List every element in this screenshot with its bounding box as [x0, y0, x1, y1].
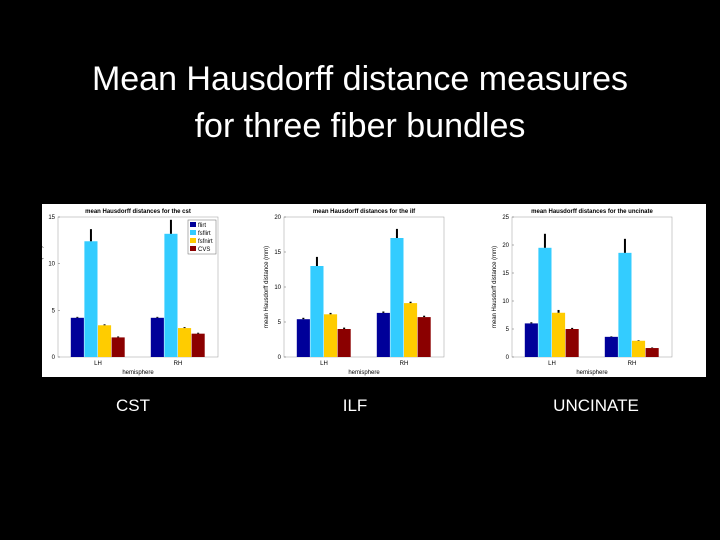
- x-axis-label: hemisphere: [122, 370, 154, 376]
- bar: [565, 329, 579, 357]
- bar: [645, 348, 659, 357]
- y-tick-label: 15: [502, 271, 509, 277]
- bar: [618, 252, 632, 357]
- x-tick-label: LH: [320, 361, 328, 367]
- y-tick-label: 20: [274, 215, 281, 221]
- bar: [296, 319, 310, 357]
- y-axis-label: mean Hausdorff distance (mm): [38, 246, 44, 328]
- slide-title: Mean Hausdorff distance measures: [92, 60, 628, 98]
- y-axis-label: mean Hausdorff distance (mm): [492, 246, 498, 328]
- bar: [164, 233, 178, 357]
- x-axis-label: hemisphere: [348, 370, 380, 376]
- y-tick-label: 15: [48, 215, 55, 221]
- caption: UNCINATE: [553, 396, 639, 415]
- bar: [417, 317, 431, 357]
- x-tick-label: RH: [400, 361, 409, 367]
- bar: [310, 266, 324, 357]
- bar: [70, 317, 84, 357]
- bar: [604, 336, 618, 357]
- y-tick-label: 15: [274, 250, 281, 256]
- plot-frame: [57, 216, 219, 358]
- bar: [404, 303, 418, 357]
- y-tick-label: 5: [278, 320, 282, 326]
- y-tick-label: 0: [52, 355, 56, 361]
- legend-swatch: [190, 230, 196, 235]
- slide-title: for three fiber bundles: [195, 107, 526, 145]
- y-tick-label: 0: [506, 355, 510, 361]
- bar: [178, 328, 192, 357]
- x-axis-label: hemisphere: [576, 370, 608, 376]
- y-tick-label: 10: [274, 285, 281, 291]
- y-axis-label: mean Hausdorff distance (mm): [264, 246, 270, 328]
- bar: [538, 247, 552, 357]
- legend-label: fsflirt: [198, 231, 211, 237]
- caption: CST: [116, 396, 150, 415]
- bar: [524, 323, 538, 357]
- legend-label: flirt: [198, 223, 206, 229]
- plot-frame: [511, 216, 673, 358]
- bar: [376, 312, 390, 357]
- x-tick-label: RH: [628, 361, 637, 367]
- legend-swatch: [190, 238, 196, 243]
- y-tick-label: 10: [48, 262, 55, 268]
- y-tick-label: 0: [278, 355, 282, 361]
- bar: [84, 241, 98, 357]
- chart-title: mean Hausdorff distances for the ilf: [313, 209, 416, 215]
- caption: ILF: [343, 396, 368, 415]
- bar: [150, 317, 164, 357]
- y-tick-label: 10: [502, 299, 509, 305]
- bar: [552, 312, 566, 357]
- legend-label: CVS: [198, 247, 210, 253]
- y-tick-label: 5: [52, 308, 56, 314]
- bar: [390, 238, 404, 357]
- bar: [191, 333, 205, 357]
- legend-swatch: [190, 246, 196, 251]
- y-tick-label: 20: [502, 243, 509, 249]
- x-tick-label: LH: [548, 361, 556, 367]
- y-tick-label: 25: [502, 215, 509, 221]
- x-tick-label: RH: [174, 361, 183, 367]
- bar: [111, 337, 125, 357]
- chart-title: mean Hausdorff distances for the uncinat…: [531, 209, 653, 215]
- x-tick-label: LH: [94, 361, 102, 367]
- legend-label: fsfnirt: [198, 239, 213, 245]
- bar: [632, 340, 646, 357]
- bar: [98, 325, 112, 357]
- bar: [337, 329, 351, 357]
- y-tick-label: 5: [506, 327, 510, 333]
- legend-swatch: [190, 222, 196, 227]
- chart-title: mean Hausdorff distances for the cst: [85, 209, 191, 215]
- bar: [324, 314, 338, 357]
